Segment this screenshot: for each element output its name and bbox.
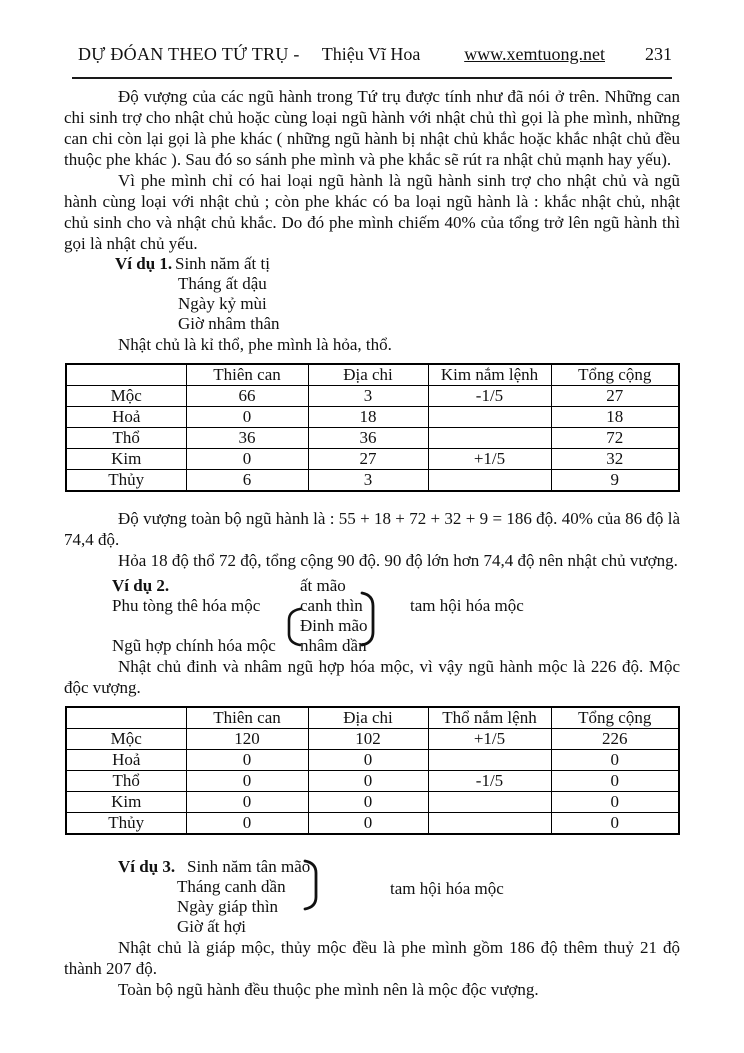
example-2-conclusion: Nhật chủ đinh và nhâm ngũ hợp hóa mộc, v… xyxy=(64,657,680,697)
example-2: Ví dụ 2. ất mão Phu tòng thê hóa mộc can… xyxy=(112,576,744,656)
header-cell-thien-can: Thiên can xyxy=(185,363,309,386)
table-row: Mộc 66 3 -1/5 27 xyxy=(65,385,680,407)
right-bracket xyxy=(360,591,375,647)
table-row: Thổ 0 0 -1/5 0 xyxy=(65,770,680,792)
example-2-row-2: Phu tòng thê hóa mộc canh thìn tam hội h… xyxy=(112,596,744,616)
table-row: Mộc 120 102 +1/5 226 xyxy=(65,728,680,750)
header-cell-thien-can: Thiên can xyxy=(185,706,309,729)
example-3-line-day: Ngày giáp thìn xyxy=(177,897,279,916)
example-2-pillar-year: ất mão xyxy=(300,576,346,595)
example-3-line-year: Ví dụ 3. Sinh năm tân mão xyxy=(118,857,311,876)
website-url: www.xemtuong.net xyxy=(464,44,605,64)
table-row: Thủy 0 0 0 xyxy=(65,812,680,835)
wuxing-table-1: Thiên can Địa chi Kim nắm lệnh Tổng cộng… xyxy=(65,363,680,492)
page-header: DỰ ĐÓAN THEO TỨ TRỤ - Thiệu Vĩ Hoa www.x… xyxy=(0,0,744,65)
example-2-note-ngu-hop: Ngũ hợp chính hóa mộc xyxy=(112,636,276,655)
degree-total-paragraph: Độ vượng toàn bộ ngũ hành là : 55 + 18 +… xyxy=(64,509,680,549)
left-bracket xyxy=(287,607,302,647)
header-cell-dia-chi: Địa chi xyxy=(307,706,429,729)
example-2-annotation: tam hội hóa mộc xyxy=(410,596,524,615)
book-title: DỰ ĐÓAN THEO TỨ TRỤ - xyxy=(78,44,300,64)
example-1: Ví dụ 1. Sinh năm ất tị Tháng ất dậu Ngày… xyxy=(115,254,744,334)
paragraph-rule: Vì phe mình chỉ có hai loại ngũ hành là … xyxy=(64,171,680,253)
example-1-line-hour: Giờ nhâm thân xyxy=(178,314,280,333)
header-cell-blank xyxy=(65,363,187,386)
example-2-pillar-month: canh thìn xyxy=(300,596,363,615)
header-cell-nam-lenh: Thổ nắm lệnh xyxy=(427,706,552,729)
table-row: Kim 0 27 +1/5 32 xyxy=(65,448,680,470)
header-cell-nam-lenh: Kim nắm lệnh xyxy=(427,363,552,386)
table-row: Kim 0 0 0 xyxy=(65,791,680,813)
table-header-row: Thiên can Địa chi Kim nắm lệnh Tổng cộng xyxy=(65,363,680,386)
example-2-row-3: Đinh mão xyxy=(112,616,744,636)
example-2-note-phu-tong: Phu tòng thê hóa mộc xyxy=(112,596,261,615)
header-cell-dia-chi: Địa chi xyxy=(307,363,429,386)
example-1-line-month: Tháng ất dậu xyxy=(178,274,267,293)
right-bracket xyxy=(303,859,318,911)
example-3-line-hour: Giờ ất hợi xyxy=(177,917,246,936)
final-conclusion: Toàn bộ ngũ hành đều thuộc phe mình nên … xyxy=(118,980,539,999)
paragraph-intro: Độ vượng của các ngũ hành trong Tứ trụ đ… xyxy=(64,87,680,169)
example-3-line-month: Tháng canh dần xyxy=(177,877,286,896)
table-row: Hoả 0 18 18 xyxy=(65,406,680,428)
example-2-pillar-day: Đinh mão xyxy=(300,616,368,635)
example-2-row-1: Ví dụ 2. ất mão xyxy=(112,576,744,596)
example-1-line-year: Ví dụ 1. Sinh năm ất tị xyxy=(115,254,270,273)
table-row: Thủy 6 3 9 xyxy=(65,469,680,492)
example-3-label: Ví dụ 3. xyxy=(118,857,176,876)
example-3: Ví dụ 3. Sinh năm tân mão Tháng canh dần … xyxy=(118,857,744,937)
header-divider xyxy=(72,77,672,79)
author-name: Thiệu Vĩ Hoa xyxy=(321,44,421,64)
example-3-conclusion: Nhật chủ là giáp mộc, thủy mộc đều là ph… xyxy=(64,938,680,978)
example-3-annotation: tam hội hóa mộc xyxy=(390,879,504,898)
page-number: 231 xyxy=(645,44,672,64)
table-row: Thổ 36 36 72 xyxy=(65,427,680,449)
example-1-line-day: Ngày kỷ mùi xyxy=(178,294,267,313)
table-row: Hoả 0 0 0 xyxy=(65,749,680,771)
example-1-conclusion: Nhật chủ là kỉ thổ, phe mình là hỏa, thổ… xyxy=(118,335,392,354)
header-cell-tong-cong: Tổng cộng xyxy=(550,706,680,729)
example-2-label: Ví dụ 2. xyxy=(112,576,170,595)
wuxing-table-2: Thiên can Địa chi Thổ nắm lệnh Tổng cộng… xyxy=(65,706,680,835)
header-cell-tong-cong: Tổng cộng xyxy=(550,363,680,386)
example-2-pillar-hour: nhâm dần xyxy=(300,636,367,655)
example-1-label: Ví dụ 1. xyxy=(115,254,173,273)
table-header-row: Thiên can Địa chi Thổ nắm lệnh Tổng cộng xyxy=(65,706,680,729)
header-cell-blank xyxy=(65,706,187,729)
example-2-row-4: Ngũ hợp chính hóa mộc nhâm dần xyxy=(112,636,744,656)
degree-compare-paragraph: Hỏa 18 độ thổ 72 độ, tổng cộng 90 độ. 90… xyxy=(118,551,678,570)
